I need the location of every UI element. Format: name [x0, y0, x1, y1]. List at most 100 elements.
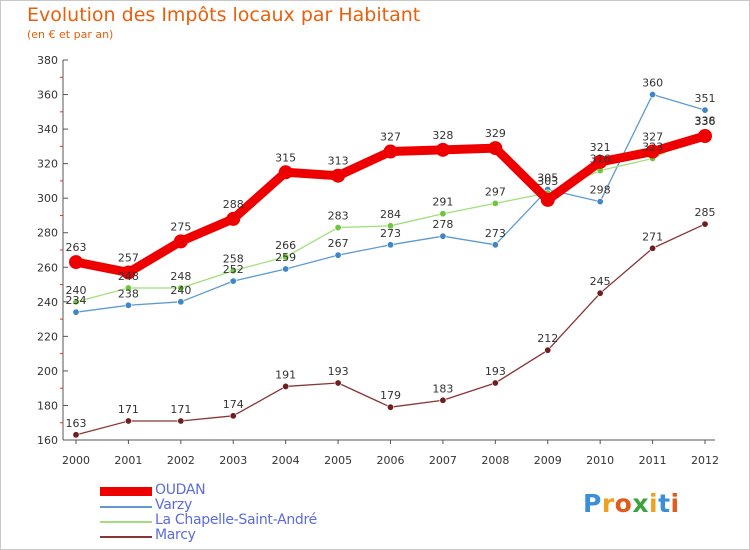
data-label: 328: [432, 129, 453, 142]
data-label: 248: [170, 270, 191, 283]
data-point: [334, 224, 342, 232]
data-point: [596, 198, 604, 206]
x-tick-label: 2001: [114, 454, 142, 467]
data-label: 240: [66, 284, 87, 297]
data-label: 212: [537, 332, 558, 345]
x-tick-label: 2012: [691, 454, 719, 467]
y-tick-label: 320: [37, 158, 58, 171]
data-point: [334, 251, 342, 259]
data-point: [649, 244, 657, 252]
data-point: [491, 199, 499, 207]
data-point: [177, 298, 185, 306]
data-label: 313: [328, 155, 349, 168]
data-point: [383, 144, 398, 159]
chart-title: Evolution des Impôts locaux par Habitant: [27, 4, 421, 26]
logo-letter: P: [583, 489, 602, 518]
data-point: [69, 255, 83, 270]
y-tick-label: 220: [37, 330, 58, 343]
x-tick-label: 2011: [639, 454, 667, 467]
data-point: [540, 192, 555, 207]
data-point: [544, 346, 552, 354]
data-label: 283: [328, 210, 349, 223]
chart-subtitle: (en € et par an): [27, 28, 114, 41]
legend-label: La Chapelle-Saint-André: [155, 512, 317, 528]
data-label: 271: [642, 230, 663, 243]
logo-letter: x: [632, 489, 649, 518]
data-point: [439, 210, 447, 218]
data-label: 285: [695, 206, 716, 219]
data-point: [177, 417, 185, 425]
logo-letter: r: [601, 489, 615, 518]
data-point: [701, 106, 709, 114]
data-label: 278: [432, 218, 453, 231]
data-point: [282, 253, 290, 261]
data-point: [439, 396, 447, 404]
data-label: 315: [275, 151, 296, 164]
y-tick-label: 200: [37, 365, 58, 378]
data-point: [229, 412, 237, 420]
data-label: 245: [590, 275, 611, 288]
x-tick-label: 2008: [481, 454, 509, 467]
data-label: 291: [432, 196, 453, 209]
legend-swatch: [100, 487, 152, 496]
data-point: [173, 234, 188, 249]
data-label: 360: [642, 77, 663, 90]
data-point: [698, 129, 712, 143]
data-label: 305: [537, 172, 558, 185]
data-label: 267: [328, 237, 349, 250]
data-point: [386, 241, 394, 249]
data-point: [177, 284, 185, 292]
data-point: [72, 298, 80, 306]
data-label: 263: [66, 241, 87, 254]
data-label: 336: [695, 115, 716, 128]
data-label: 338: [695, 115, 716, 128]
data-label: 351: [695, 92, 716, 105]
data-label: 163: [66, 417, 87, 430]
data-point: [282, 382, 290, 390]
data-label: 183: [432, 382, 453, 395]
x-tick-label: 2009: [534, 454, 562, 467]
x-tick-label: 2007: [429, 454, 457, 467]
data-label: 234: [66, 294, 87, 307]
data-point: [386, 403, 394, 411]
legend-swatch: [100, 520, 152, 523]
legend-label: Varzy: [155, 497, 192, 513]
y-tick-label: 360: [37, 89, 58, 102]
data-label: 179: [380, 389, 401, 402]
y-tick-label: 180: [37, 399, 58, 412]
data-point: [124, 417, 132, 425]
data-label: 248: [118, 270, 139, 283]
proxiti-logo: Proxiti: [583, 489, 680, 518]
data-label: 323: [642, 140, 663, 153]
y-tick-label: 240: [37, 296, 58, 309]
x-tick-label: 2002: [167, 454, 195, 467]
data-label: 171: [170, 403, 191, 416]
y-tick-label: 380: [37, 54, 58, 67]
y-tick-label: 160: [37, 434, 58, 447]
data-point: [229, 277, 237, 285]
data-point: [229, 267, 237, 275]
data-label: 191: [275, 368, 296, 381]
legend-label: Marcy: [155, 527, 196, 543]
data-label: 273: [485, 227, 506, 240]
data-point: [386, 222, 394, 230]
data-point: [439, 232, 447, 240]
x-tick-label: 2003: [219, 454, 247, 467]
data-label: 327: [642, 131, 663, 144]
data-label: 298: [590, 184, 611, 197]
data-point: [701, 220, 709, 228]
data-label: 273: [380, 227, 401, 240]
data-label: 174: [223, 398, 244, 411]
data-point: [596, 289, 604, 297]
data-label: 240: [170, 284, 191, 297]
y-tick-label: 340: [37, 123, 58, 136]
legend-swatch: [100, 535, 152, 538]
x-tick-label: 2006: [377, 454, 405, 467]
data-label: 259: [275, 251, 296, 264]
data-label: 238: [118, 287, 139, 300]
data-label: 252: [223, 263, 244, 276]
data-point: [645, 144, 660, 159]
legend-label: OUDAN: [155, 482, 206, 498]
x-tick-label: 2004: [272, 454, 300, 467]
data-point: [331, 168, 346, 183]
